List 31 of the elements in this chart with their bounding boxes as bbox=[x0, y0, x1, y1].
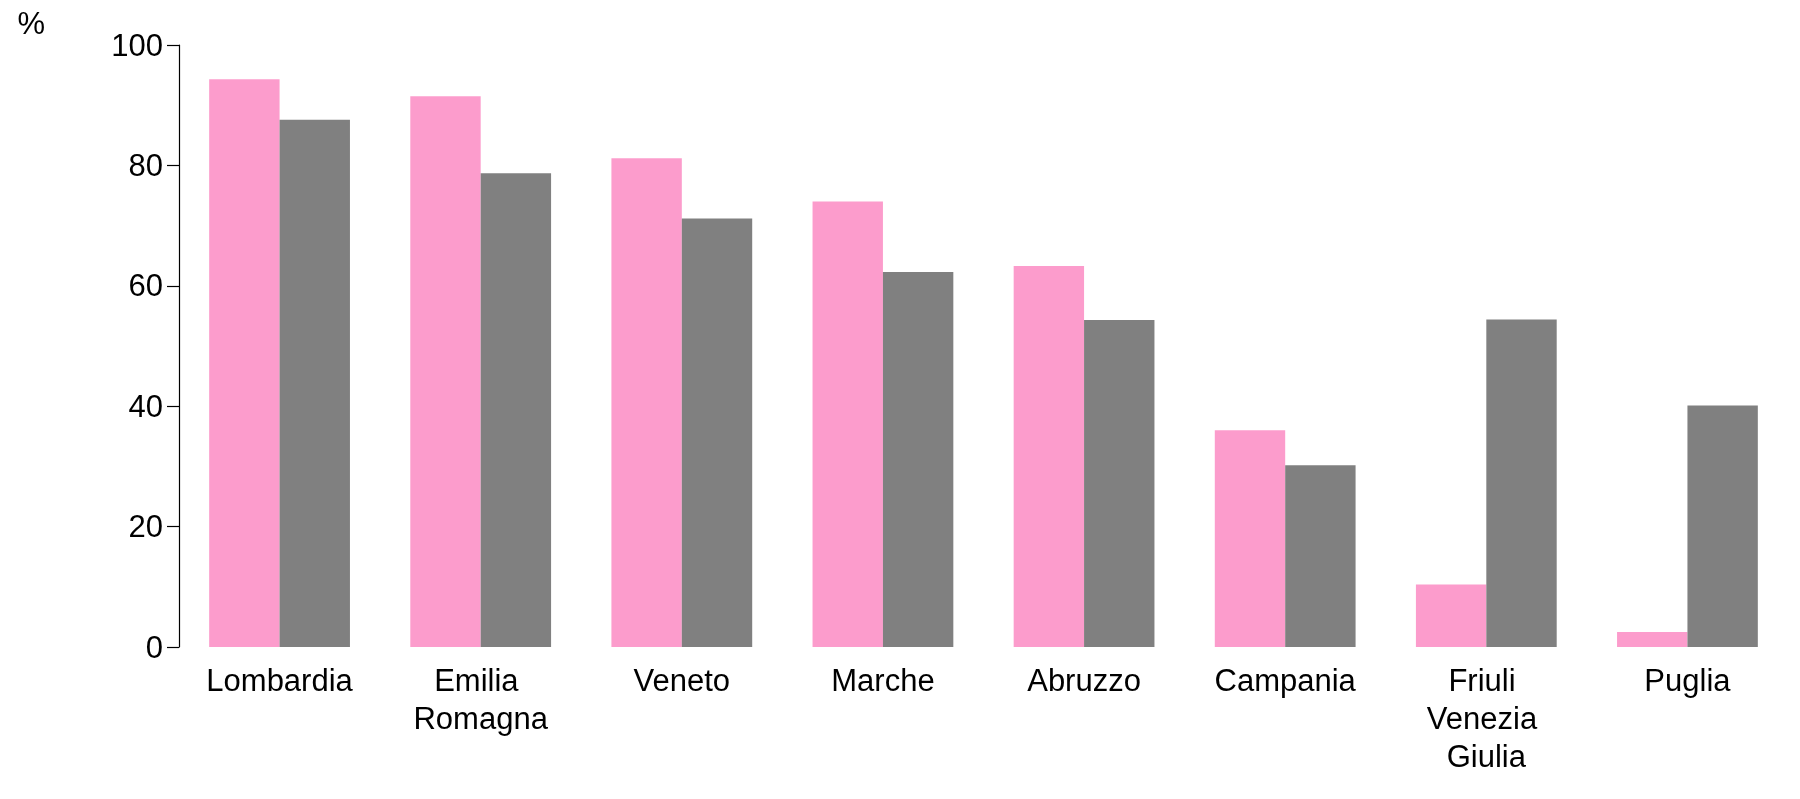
x-tick-label: Lombardia bbox=[206, 662, 354, 698]
bar bbox=[1285, 465, 1356, 647]
y-tick-label: 100 bbox=[111, 27, 163, 63]
bar bbox=[1617, 631, 1688, 647]
bar bbox=[812, 201, 883, 647]
x-tick-label: Friuli Venezia Giulia bbox=[1426, 662, 1546, 774]
y-tick-label: 40 bbox=[128, 388, 163, 424]
y-tick-label: 80 bbox=[128, 147, 163, 183]
x-tick-label: Campania bbox=[1214, 662, 1357, 698]
x-tick-label: Emilia Romagna bbox=[413, 662, 549, 736]
bar bbox=[882, 271, 954, 647]
bar bbox=[681, 218, 753, 647]
x-tick-label: Puglia bbox=[1644, 662, 1732, 698]
x-tick-label: Abruzzo bbox=[1027, 662, 1141, 698]
bar bbox=[611, 158, 682, 647]
y-tick-label: 20 bbox=[128, 509, 163, 545]
x-tick-label: Marche bbox=[831, 662, 935, 698]
bar bbox=[1214, 430, 1286, 647]
y-tick-label: 0 bbox=[145, 629, 163, 665]
bar bbox=[1687, 405, 1758, 647]
bar bbox=[1415, 584, 1487, 647]
bar bbox=[279, 119, 350, 647]
bar bbox=[410, 96, 481, 647]
x-tick-label: Veneto bbox=[633, 662, 731, 698]
bar bbox=[1013, 265, 1085, 647]
bar bbox=[1486, 319, 1557, 647]
y-tick-label: 60 bbox=[128, 268, 163, 304]
y-axis-title: % bbox=[17, 6, 45, 41]
bar bbox=[1084, 320, 1155, 647]
bar bbox=[209, 79, 280, 647]
bar bbox=[480, 173, 552, 647]
